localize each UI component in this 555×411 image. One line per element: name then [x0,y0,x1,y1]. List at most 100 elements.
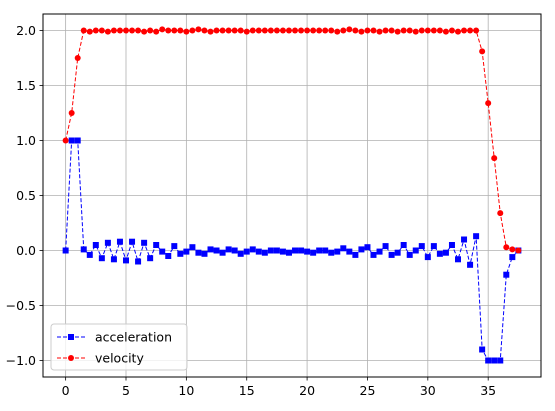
velocity-point [225,27,232,34]
acceleration-point [304,248,311,255]
acceleration-point [394,249,401,256]
velocity-point [334,28,341,35]
velocity-point [292,27,299,34]
acceleration-point [237,250,244,257]
velocity-point [424,27,431,34]
acceleration-point [310,249,317,256]
velocity-point [116,27,123,34]
velocity-point [316,27,323,34]
acceleration-point [388,251,395,258]
velocity-point [261,27,268,34]
x-tick-label: 15 [239,383,255,398]
acceleration-point [473,233,480,240]
acceleration-point [213,247,220,254]
velocity-point [285,27,292,34]
velocity-point [485,100,492,107]
legend-velocity-point [68,355,74,361]
velocity-point [400,27,407,34]
y-tick-label: 0.5 [16,188,36,203]
acceleration-point [292,247,299,254]
velocity-point [129,27,136,34]
acceleration-point [104,239,111,246]
acceleration-point [346,248,353,255]
acceleration-point [436,250,443,257]
acceleration-point [183,248,190,255]
series-layer [62,26,522,364]
velocity-point [243,28,250,35]
velocity-point [461,27,468,34]
acceleration-point [298,247,305,254]
acceleration-point [322,247,329,254]
acceleration-point [153,242,160,248]
acceleration-point [279,248,286,255]
acceleration-point [68,137,75,144]
velocity-point [219,27,226,34]
velocity-point [497,210,504,217]
velocity-point [171,27,178,34]
velocity-point [159,26,166,33]
legend-acceleration-point [68,334,74,340]
acceleration-point [129,238,136,245]
velocity-point [394,28,401,35]
velocity-point [92,27,99,34]
velocity-point [436,27,443,34]
velocity-point [412,28,419,35]
acceleration-point [497,357,504,364]
acceleration-point [225,246,232,253]
velocity-point [442,28,449,35]
velocity-point [279,27,286,34]
velocity-point [62,137,69,144]
velocity-point [189,27,196,34]
series-acceleration [62,137,522,364]
velocity-point [110,27,117,34]
acceleration-point [406,251,413,258]
acceleration-point [92,242,99,248]
acceleration-point [243,248,250,255]
velocity-point [352,27,359,34]
acceleration-point [509,254,516,261]
velocity-point [267,27,274,34]
acceleration-point [201,250,208,257]
acceleration-point [273,247,280,254]
velocity-point [376,28,383,35]
acceleration-point [382,243,389,250]
y-axis: −1.0 −0.5 0.0 0.5 1.0 1.5 2.0 [6,23,43,368]
velocity-point [74,55,81,61]
velocity-point [515,247,522,254]
acceleration-point [412,247,419,254]
velocity-point [207,28,214,35]
acceleration-point [110,256,117,263]
acceleration-point [123,257,129,264]
velocity-point [503,244,510,251]
acceleration-point [491,357,498,364]
velocity-point [473,27,480,34]
velocity-point [141,28,148,35]
acceleration-point [86,251,93,258]
acceleration-point [418,243,425,250]
acceleration-point [159,248,166,255]
velocity-point [467,27,474,34]
acceleration-point [370,251,377,258]
x-tick-label: 10 [178,383,194,398]
acceleration-point [62,247,69,254]
velocity-point [165,27,172,34]
velocity-point [231,27,238,34]
acceleration-point [503,271,510,278]
acceleration-point [135,258,142,265]
acceleration-point [267,247,274,254]
acceleration-point [461,236,468,243]
velocity-point [430,27,437,34]
velocity-point [273,27,280,34]
legend-entry-acceleration: acceleration [57,330,172,345]
velocity-point [382,27,389,34]
velocity-point [298,27,305,34]
acceleration-point [207,246,214,253]
y-tick-label: −0.5 [6,298,36,313]
x-tick-label: 5 [122,383,130,398]
velocity-point [370,27,377,34]
legend-entries: acceleration velocity [57,330,172,366]
acceleration-point [80,246,87,253]
velocity-point [491,155,498,162]
x-tick-label: 20 [299,383,315,398]
velocity-point [153,28,160,35]
